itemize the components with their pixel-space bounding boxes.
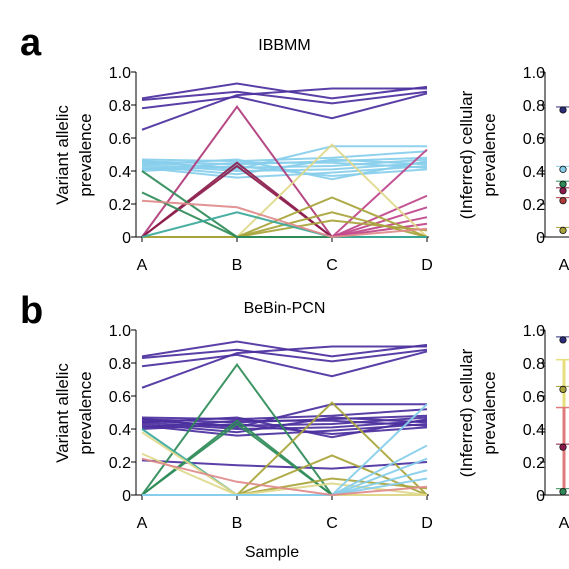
panel-a-left-ylabel-line: Variant allelic — [53, 105, 72, 205]
panel-b-left-xtick-label: D — [421, 515, 433, 532]
panel-b-left-title: BeBin-PCN — [244, 300, 326, 317]
shared-x-axis-label: Sample — [245, 544, 299, 561]
panel-b-letter: b — [20, 290, 43, 332]
panel-a-left-xtick-label: A — [137, 257, 148, 274]
panel-a-left-xtick-label: C — [326, 257, 338, 274]
panel-a-left-title: IBBMM — [258, 37, 310, 54]
panel-b-right-point — [560, 444, 566, 450]
panel-b-left-xtick-label: C — [326, 515, 338, 532]
panel-a-right-point — [560, 166, 566, 172]
panel-a-left-ytick-label: 0.4 — [109, 164, 131, 181]
panel-b-right-ylabel-line: (Inferred) cellular — [457, 348, 476, 477]
panel-a-right-point — [560, 107, 566, 113]
panel-b-right-ytick-label: 1.0 — [523, 323, 545, 340]
panel-a-right-ytick-label: 0.8 — [523, 98, 545, 115]
panel-a-right-ytick-label: 0 — [536, 230, 545, 247]
panel-b-left-ytick-label: 0.4 — [109, 422, 131, 439]
panel-a-right-point — [560, 198, 566, 204]
panel-a-left-series-line — [142, 92, 427, 104]
panel-a-right-ylabel-line: prevalence — [480, 113, 499, 196]
panel-b-left-xtick-label: A — [137, 515, 148, 532]
panel-a-left-xtick-label: B — [232, 257, 243, 274]
panel-a-right-ytick-label: 0.4 — [523, 164, 545, 181]
panel-b-left-ytick-label: 0 — [122, 488, 131, 505]
panel-b-right-xtick-label: A — [559, 515, 569, 532]
panel-b-right-ytick-label: 0.4 — [523, 422, 545, 439]
panel-a-left-series-line — [142, 89, 427, 130]
panel-a-right-xtick-label: A — [559, 257, 569, 274]
panel-a-right-ylabel-line: (Inferred) cellular — [457, 90, 476, 219]
panel-b-left-ytick-label: 0.8 — [109, 356, 131, 373]
panel-b-right-point — [560, 337, 566, 343]
panel-b-right-point — [560, 489, 566, 495]
panel-b-left-ytick-label: 0.2 — [109, 455, 131, 472]
panel-b-left-xtick-label: B — [232, 515, 243, 532]
panel-a-left-ytick-label: 0 — [122, 230, 131, 247]
panel-a-left-ytick-label: 1.0 — [109, 65, 131, 82]
panel-b-right-ytick-label: 0.2 — [523, 455, 545, 472]
panel-a-left-xtick-label: D — [421, 257, 433, 274]
panel-a-left-ytick-label: 0.8 — [109, 98, 131, 115]
panel-a-right-point — [560, 181, 566, 187]
panel-b-left-series-line — [142, 347, 427, 388]
panel-b-right-ylabel-line: prevalence — [480, 371, 499, 454]
panel-b-left-ytick-label: 0.6 — [109, 389, 131, 406]
panel-a-right-ytick-label: 0.2 — [523, 197, 545, 214]
panel-a-right-point — [560, 188, 566, 194]
panel-b-right-point — [560, 386, 566, 392]
panel-b-right-ytick-label: 0.6 — [523, 389, 545, 406]
panel-a-left-ytick-label: 0.2 — [109, 197, 131, 214]
panel-a-right-point — [560, 227, 566, 233]
panel-b-left-series-line — [142, 350, 427, 362]
panel-b-left-ylabel-line: Variant allelic — [53, 363, 72, 463]
panel-a-left-ytick-label: 0.6 — [109, 131, 131, 148]
panel-b-right-ytick-label: 0 — [536, 488, 545, 505]
panel-b-left-ylabel-line: prevalence — [76, 371, 95, 454]
panel-a-letter: a — [20, 22, 42, 64]
panel-b-left-ytick-label: 1.0 — [109, 323, 131, 340]
panel-a-right-ytick-label: 0.6 — [523, 131, 545, 148]
panel-a-left-ylabel-line: prevalence — [76, 113, 95, 196]
panel-b-right-ytick-label: 0.8 — [523, 356, 545, 373]
panel-a-right-ytick-label: 1.0 — [523, 65, 545, 82]
